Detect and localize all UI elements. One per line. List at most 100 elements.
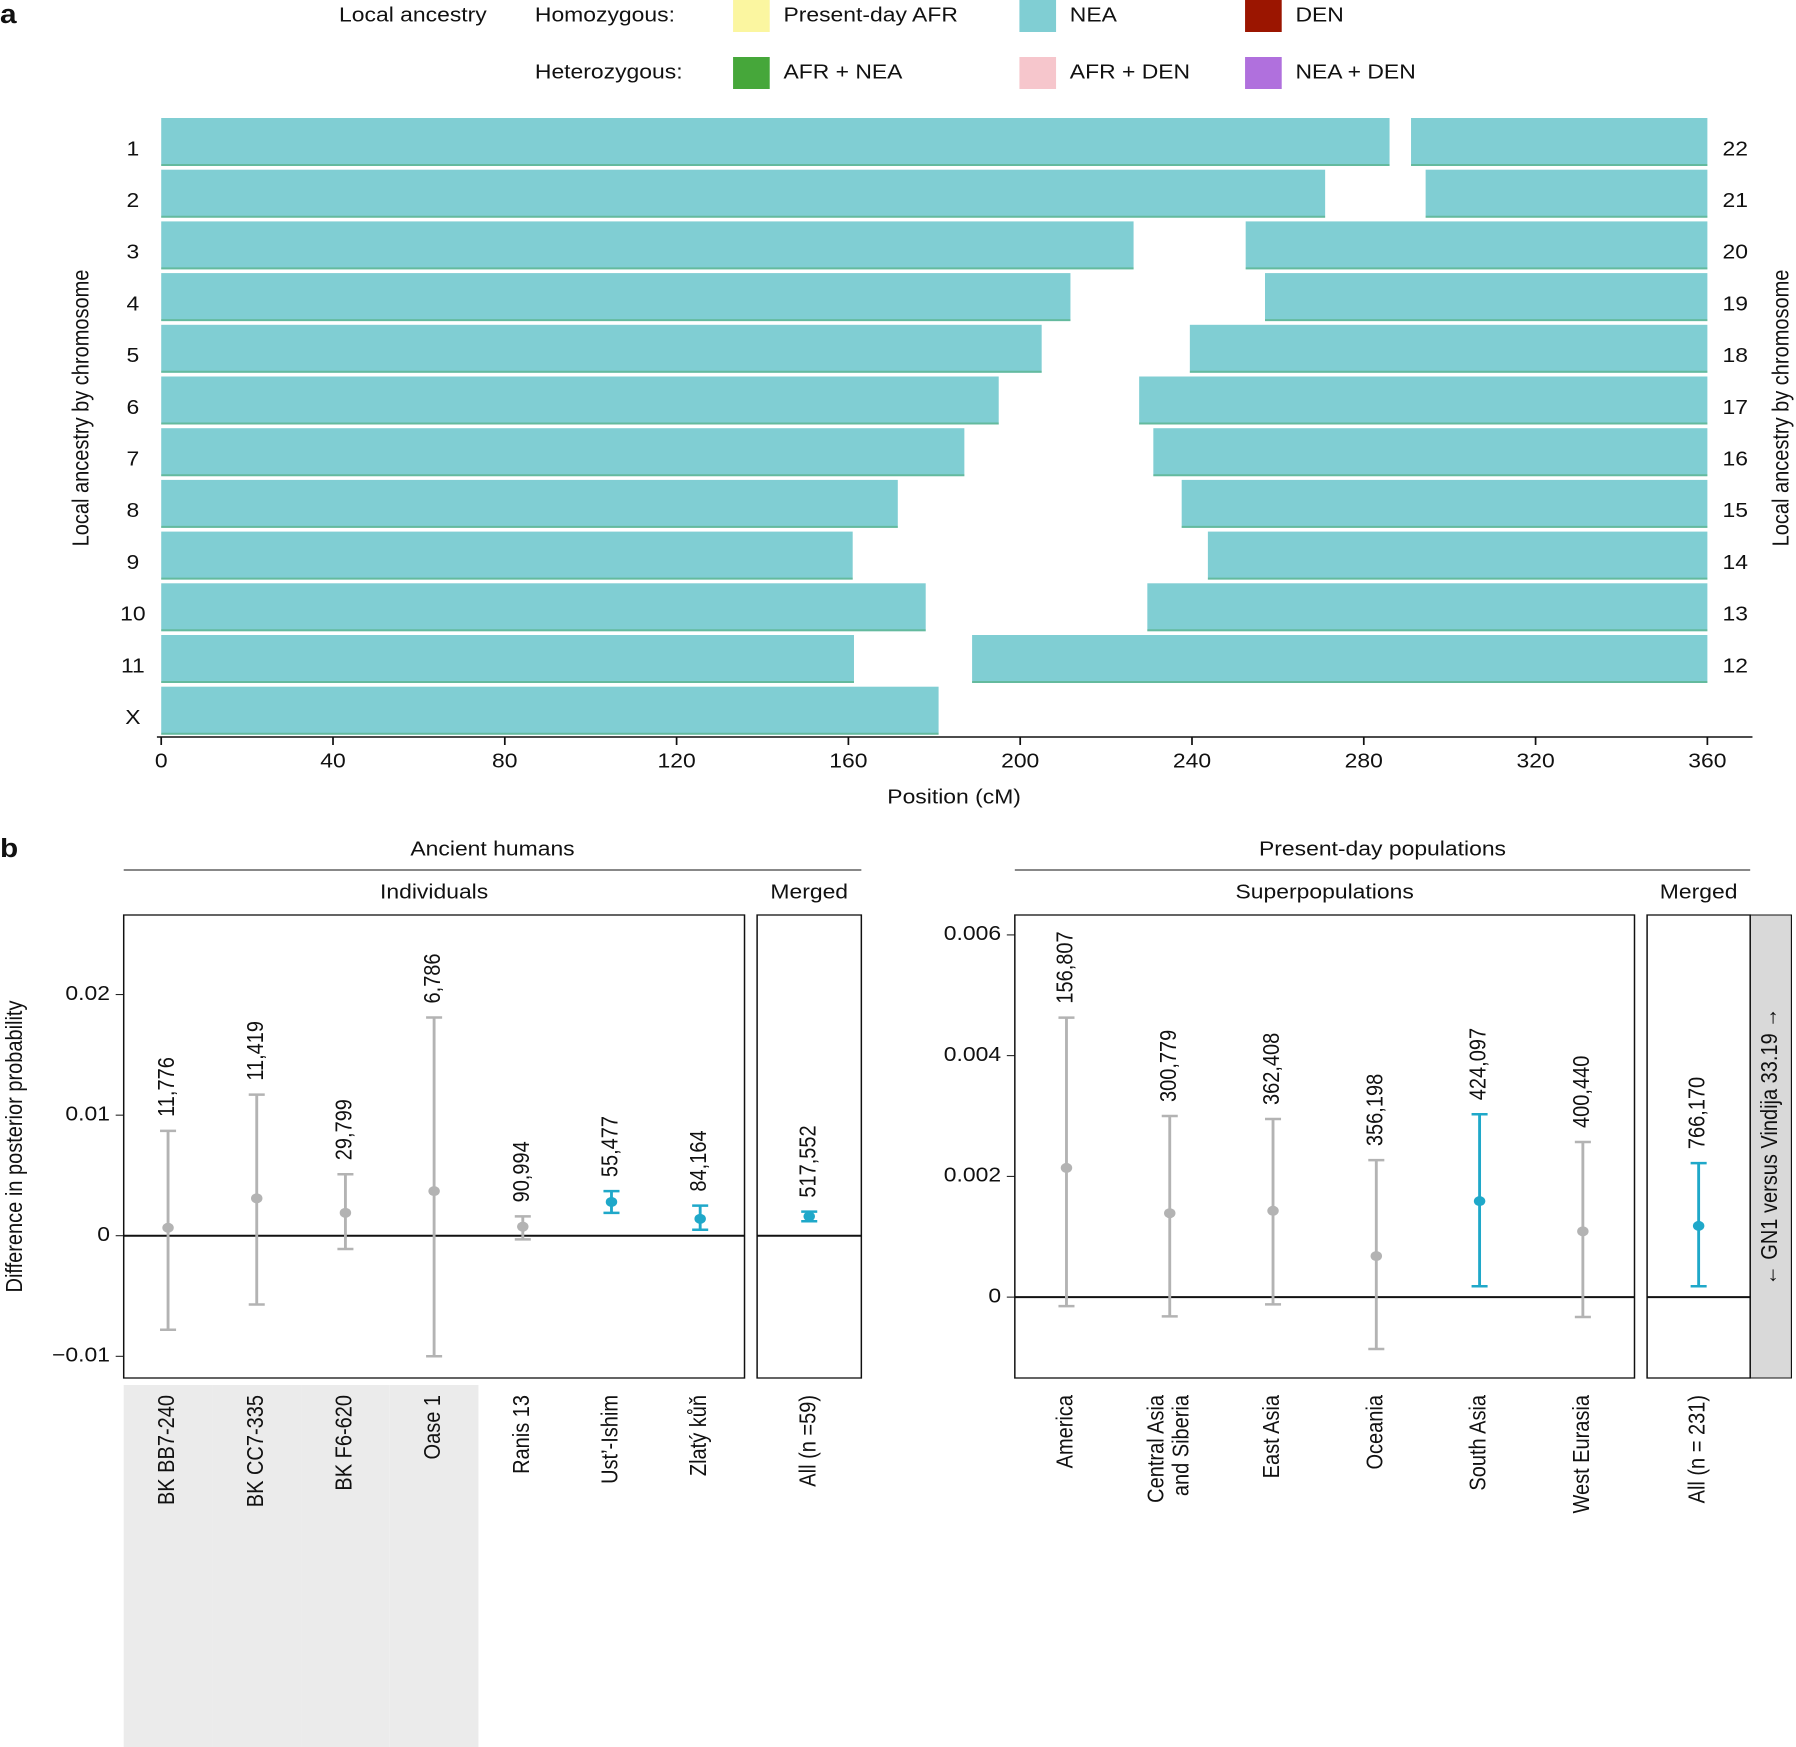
chromosome-label: 13 — [1723, 603, 1749, 625]
point — [428, 1186, 440, 1197]
facet-title: Merged — [770, 881, 848, 903]
x-tick-label: BK F6-620 — [331, 1395, 357, 1491]
chromosome-label: X — [125, 706, 140, 728]
n-label: 300,779 — [1156, 1030, 1182, 1102]
n-label: 6,786 — [420, 953, 446, 1003]
chromosome-label: 6 — [126, 396, 139, 418]
point — [517, 1221, 529, 1232]
point — [1267, 1205, 1279, 1216]
legend-label: NEA — [1070, 4, 1118, 26]
point — [339, 1207, 352, 1218]
x-tick-label: 120 — [657, 750, 695, 772]
facet-box — [122, 914, 746, 1379]
n-label: 517,552 — [795, 1125, 821, 1197]
x-axis-label: Position (cM) — [887, 786, 1021, 808]
n-label: 11,419 — [243, 1021, 269, 1081]
chromosome-label: 11 — [121, 655, 145, 677]
chromosome-bar — [1139, 376, 1708, 425]
facet-title: Individuals — [380, 881, 488, 903]
facet-title: Superpopulations — [1236, 881, 1414, 903]
legend-label: AFR + DEN — [1070, 61, 1190, 83]
chromosome-bar — [1147, 583, 1708, 632]
chromosome-bar — [161, 583, 926, 632]
chromosome-label: 14 — [1723, 551, 1749, 573]
chromosome-label: 8 — [126, 500, 139, 522]
n-label: 11,776 — [154, 1057, 180, 1117]
group-header: Present-day populations — [1259, 838, 1506, 860]
legend-label: NEA + DEN — [1295, 61, 1415, 83]
x-tick-label: 40 — [320, 750, 346, 772]
x-tick-label: Ranis 13 — [509, 1395, 535, 1474]
point — [1060, 1162, 1073, 1173]
legend-title: Local ancestry — [339, 4, 487, 26]
group-header: Ancient humans — [410, 838, 574, 860]
x-tick-label: 240 — [1173, 750, 1211, 772]
chromosome-bar — [1207, 531, 1708, 580]
chromosome-bar — [1153, 428, 1708, 477]
chromosome-bar — [161, 324, 1042, 373]
facet-box — [1646, 914, 1751, 1379]
x-tick-label: South Asia — [1465, 1395, 1491, 1491]
x-tick-label: 360 — [1688, 750, 1726, 772]
legend-swatch — [1245, 57, 1282, 89]
y-axis-label-right: Local ancestry by chromosome — [1768, 270, 1794, 547]
chromosome-bar — [161, 531, 853, 580]
n-label: 400,440 — [1569, 1056, 1595, 1128]
x-tick-label: 0 — [155, 750, 168, 772]
x-tick-label: 280 — [1345, 750, 1383, 772]
y-tick-label: 0.02 — [65, 982, 110, 1004]
n-label: 90,994 — [509, 1141, 535, 1202]
chromosome-label: 12 — [1723, 655, 1748, 677]
x-tick-label: East Asia — [1259, 1395, 1285, 1478]
chromosome-bar — [161, 686, 939, 735]
y-tick-label: 0.004 — [944, 1043, 1001, 1065]
chromosome-label: 10 — [120, 603, 146, 625]
chromosome-bar — [1265, 273, 1708, 322]
x-tick-label: All (n = 231) — [1684, 1395, 1710, 1503]
chromosome-bar — [1411, 118, 1708, 166]
chromosome-label: 20 — [1723, 241, 1749, 263]
chromosome-label: 18 — [1723, 344, 1749, 366]
chromosome-label: 9 — [126, 551, 139, 573]
n-label: 424,097 — [1465, 1028, 1491, 1100]
legend-row-label: Homozygous: — [535, 4, 675, 26]
x-tick-label: BK CC7-335 — [243, 1395, 269, 1507]
panel-letter: b — [0, 834, 18, 863]
y-tick-label: 0.01 — [65, 1103, 110, 1125]
n-label: 156,807 — [1052, 931, 1078, 1003]
chromosome-label: 21 — [1723, 189, 1748, 211]
chromosome-label: 7 — [126, 448, 139, 470]
y-tick-label: −0.01 — [52, 1344, 110, 1366]
chromosome-bar — [161, 169, 1326, 218]
point — [803, 1211, 815, 1222]
chromosome-label: 17 — [1723, 396, 1748, 418]
point — [1577, 1226, 1589, 1237]
x-tick-label: America — [1052, 1395, 1078, 1468]
chromosome-bar — [161, 118, 1390, 166]
x-tick-label: BK BB7-240 — [154, 1395, 180, 1505]
legend-swatch — [1245, 0, 1282, 32]
x-tick-label: Ust’-Ishim — [597, 1395, 623, 1484]
x-tick-label: Oceania — [1362, 1395, 1388, 1470]
legend-swatch — [733, 0, 770, 32]
point — [251, 1193, 263, 1204]
facet-title: Merged — [1660, 881, 1738, 903]
n-label: 766,170 — [1684, 1077, 1710, 1149]
chromosome-bar — [972, 635, 1708, 683]
n-label: 84,164 — [686, 1130, 712, 1191]
facet-box — [756, 914, 863, 1379]
n-label: 356,198 — [1362, 1074, 1388, 1146]
legend-swatch — [733, 57, 770, 89]
legend-label: Present-day AFR — [783, 4, 957, 26]
x-tick-label: All (n =59) — [795, 1395, 821, 1487]
chromosome-bar — [161, 221, 1134, 270]
n-label: 55,477 — [597, 1116, 623, 1177]
chromosome-label: 5 — [126, 344, 139, 366]
x-tick-label: 200 — [1001, 750, 1039, 772]
legend-label: AFR + NEA — [783, 61, 903, 83]
chromosome-label: 1 — [126, 138, 139, 160]
chromosome-label: 2 — [126, 189, 139, 211]
y-tick-label: 0.006 — [944, 923, 1001, 945]
y-tick-label: 0.002 — [944, 1164, 1001, 1186]
